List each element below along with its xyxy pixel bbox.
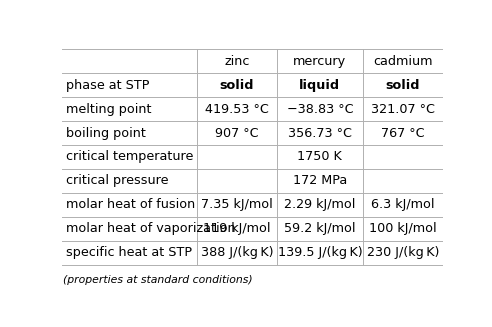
Text: solid: solid [219,79,254,92]
Text: 119 kJ/mol: 119 kJ/mol [203,222,271,235]
Text: boiling point: boiling point [66,127,146,140]
Text: 356.73 °C: 356.73 °C [288,127,352,140]
Text: 100 kJ/mol: 100 kJ/mol [369,222,436,235]
Text: 419.53 °C: 419.53 °C [205,103,269,116]
Text: critical pressure: critical pressure [66,174,169,187]
Text: −38.83 °C: −38.83 °C [286,103,353,116]
Text: 907 °C: 907 °C [215,127,259,140]
Text: cadmium: cadmium [373,55,432,68]
Text: liquid: liquid [299,79,340,92]
Text: phase at STP: phase at STP [66,79,150,92]
Text: 321.07 °C: 321.07 °C [371,103,435,116]
Text: molar heat of fusion: molar heat of fusion [66,198,196,211]
Text: 1750 K: 1750 K [298,150,342,164]
Text: 7.35 kJ/mol: 7.35 kJ/mol [201,198,273,211]
Text: molar heat of vaporization: molar heat of vaporization [66,222,236,235]
Text: 172 MPa: 172 MPa [293,174,347,187]
Text: 388 J/(kg K): 388 J/(kg K) [201,246,273,259]
Text: critical temperature: critical temperature [66,150,194,164]
Text: 59.2 kJ/mol: 59.2 kJ/mol [284,222,356,235]
Text: (properties at standard conditions): (properties at standard conditions) [63,275,253,285]
Text: 230 J/(kg K): 230 J/(kg K) [367,246,439,259]
Text: 139.5 J/(kg K): 139.5 J/(kg K) [277,246,362,259]
Text: melting point: melting point [66,103,152,116]
Text: 767 °C: 767 °C [381,127,425,140]
Text: solid: solid [386,79,420,92]
Text: specific heat at STP: specific heat at STP [66,246,192,259]
Text: 2.29 kJ/mol: 2.29 kJ/mol [284,198,356,211]
Text: zinc: zinc [224,55,249,68]
Text: mercury: mercury [293,55,346,68]
Text: 6.3 kJ/mol: 6.3 kJ/mol [371,198,434,211]
